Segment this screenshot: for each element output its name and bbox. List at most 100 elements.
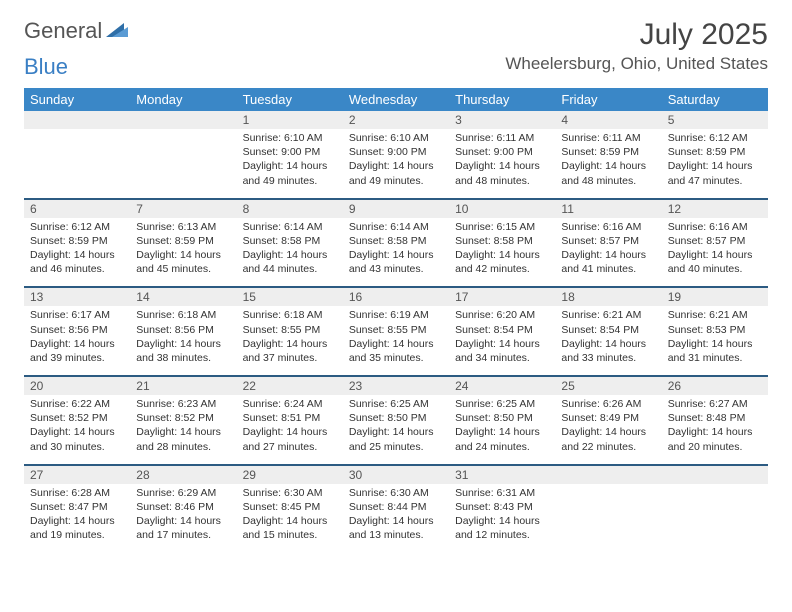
sunrise-line: Sunrise: 6:12 AM (30, 220, 124, 234)
daylight-line: Daylight: 14 hours and 24 minutes. (455, 425, 549, 453)
day-number (130, 111, 236, 129)
daylight-line: Daylight: 14 hours and 12 minutes. (455, 514, 549, 542)
sunrise-line: Sunrise: 6:12 AM (668, 131, 762, 145)
sunset-line: Sunset: 8:52 PM (136, 411, 230, 425)
title-block: July 2025 Wheelersburg, Ohio, United Sta… (505, 18, 768, 74)
sunset-line: Sunset: 8:58 PM (455, 234, 549, 248)
daylight-line: Daylight: 14 hours and 19 minutes. (30, 514, 124, 542)
calendar-cell: 19Sunrise: 6:21 AMSunset: 8:53 PMDayligh… (662, 287, 768, 376)
sunrise-line: Sunrise: 6:19 AM (349, 308, 443, 322)
sunrise-line: Sunrise: 6:11 AM (455, 131, 549, 145)
sunset-line: Sunset: 8:52 PM (30, 411, 124, 425)
brand-logo: General (24, 18, 130, 44)
sunset-line: Sunset: 8:53 PM (668, 323, 762, 337)
daylight-line: Daylight: 14 hours and 13 minutes. (349, 514, 443, 542)
daylight-line: Daylight: 14 hours and 46 minutes. (30, 248, 124, 276)
calendar-cell (555, 465, 661, 553)
sunset-line: Sunset: 8:54 PM (455, 323, 549, 337)
calendar-cell: 25Sunrise: 6:26 AMSunset: 8:49 PMDayligh… (555, 376, 661, 465)
calendar-cell: 21Sunrise: 6:23 AMSunset: 8:52 PMDayligh… (130, 376, 236, 465)
month-title: July 2025 (505, 18, 768, 52)
calendar-cell: 5Sunrise: 6:12 AMSunset: 8:59 PMDaylight… (662, 111, 768, 199)
sunrise-line: Sunrise: 6:18 AM (243, 308, 337, 322)
daylight-line: Daylight: 14 hours and 44 minutes. (243, 248, 337, 276)
day-number: 26 (662, 377, 768, 395)
sunset-line: Sunset: 8:47 PM (30, 500, 124, 514)
day-number: 16 (343, 288, 449, 306)
calendar-cell (130, 111, 236, 199)
day-header: Tuesday (237, 88, 343, 111)
day-number (662, 466, 768, 484)
day-detail: Sunrise: 6:24 AMSunset: 8:51 PMDaylight:… (237, 395, 343, 464)
day-detail: Sunrise: 6:13 AMSunset: 8:59 PMDaylight:… (130, 218, 236, 287)
calendar-cell: 10Sunrise: 6:15 AMSunset: 8:58 PMDayligh… (449, 199, 555, 288)
calendar-cell: 26Sunrise: 6:27 AMSunset: 8:48 PMDayligh… (662, 376, 768, 465)
daylight-line: Daylight: 14 hours and 48 minutes. (455, 159, 549, 187)
sunset-line: Sunset: 8:44 PM (349, 500, 443, 514)
sunset-line: Sunset: 8:45 PM (243, 500, 337, 514)
day-detail: Sunrise: 6:22 AMSunset: 8:52 PMDaylight:… (24, 395, 130, 464)
day-number: 19 (662, 288, 768, 306)
day-detail: Sunrise: 6:19 AMSunset: 8:55 PMDaylight:… (343, 306, 449, 375)
sunset-line: Sunset: 8:56 PM (30, 323, 124, 337)
day-number: 13 (24, 288, 130, 306)
day-detail: Sunrise: 6:27 AMSunset: 8:48 PMDaylight:… (662, 395, 768, 464)
day-detail (130, 129, 236, 191)
calendar-cell: 20Sunrise: 6:22 AMSunset: 8:52 PMDayligh… (24, 376, 130, 465)
day-number: 8 (237, 200, 343, 218)
sunrise-line: Sunrise: 6:27 AM (668, 397, 762, 411)
day-number: 10 (449, 200, 555, 218)
daylight-line: Daylight: 14 hours and 42 minutes. (455, 248, 549, 276)
sunset-line: Sunset: 8:57 PM (561, 234, 655, 248)
day-detail: Sunrise: 6:18 AMSunset: 8:55 PMDaylight:… (237, 306, 343, 375)
sunrise-line: Sunrise: 6:25 AM (349, 397, 443, 411)
daylight-line: Daylight: 14 hours and 47 minutes. (668, 159, 762, 187)
sunset-line: Sunset: 8:57 PM (668, 234, 762, 248)
sunset-line: Sunset: 8:50 PM (349, 411, 443, 425)
day-number: 5 (662, 111, 768, 129)
day-number: 24 (449, 377, 555, 395)
calendar-table: SundayMondayTuesdayWednesdayThursdayFrid… (24, 88, 768, 552)
day-detail (24, 129, 130, 191)
day-number: 27 (24, 466, 130, 484)
daylight-line: Daylight: 14 hours and 49 minutes. (349, 159, 443, 187)
day-detail: Sunrise: 6:21 AMSunset: 8:54 PMDaylight:… (555, 306, 661, 375)
day-detail: Sunrise: 6:30 AMSunset: 8:45 PMDaylight:… (237, 484, 343, 553)
sunrise-line: Sunrise: 6:28 AM (30, 486, 124, 500)
day-number: 4 (555, 111, 661, 129)
daylight-line: Daylight: 14 hours and 22 minutes. (561, 425, 655, 453)
calendar-cell: 11Sunrise: 6:16 AMSunset: 8:57 PMDayligh… (555, 199, 661, 288)
sunrise-line: Sunrise: 6:16 AM (561, 220, 655, 234)
day-detail: Sunrise: 6:16 AMSunset: 8:57 PMDaylight:… (555, 218, 661, 287)
calendar-cell: 30Sunrise: 6:30 AMSunset: 8:44 PMDayligh… (343, 465, 449, 553)
sunset-line: Sunset: 9:00 PM (455, 145, 549, 159)
day-detail: Sunrise: 6:26 AMSunset: 8:49 PMDaylight:… (555, 395, 661, 464)
calendar-cell: 14Sunrise: 6:18 AMSunset: 8:56 PMDayligh… (130, 287, 236, 376)
calendar-cell: 3 Sunrise: 6:11 AMSunset: 9:00 PMDaylight… (449, 111, 555, 199)
calendar-week-row: 6Sunrise: 6:12 AMSunset: 8:59 PMDaylight… (24, 199, 768, 288)
daylight-line: Daylight: 14 hours and 20 minutes. (668, 425, 762, 453)
day-number: 18 (555, 288, 661, 306)
calendar-week-row: 13Sunrise: 6:17 AMSunset: 8:56 PMDayligh… (24, 287, 768, 376)
sunrise-line: Sunrise: 6:14 AM (243, 220, 337, 234)
day-number: 11 (555, 200, 661, 218)
day-number: 6 (24, 200, 130, 218)
day-number: 9 (343, 200, 449, 218)
sunset-line: Sunset: 8:50 PM (455, 411, 549, 425)
daylight-line: Daylight: 14 hours and 27 minutes. (243, 425, 337, 453)
sunrise-line: Sunrise: 6:29 AM (136, 486, 230, 500)
sunset-line: Sunset: 9:00 PM (243, 145, 337, 159)
day-number: 2 (343, 111, 449, 129)
sunset-line: Sunset: 8:58 PM (243, 234, 337, 248)
calendar-cell: 6Sunrise: 6:12 AMSunset: 8:59 PMDaylight… (24, 199, 130, 288)
brand-triangle-icon (106, 21, 128, 42)
day-detail: Sunrise: 6:20 AMSunset: 8:54 PMDaylight:… (449, 306, 555, 375)
sunset-line: Sunset: 8:51 PM (243, 411, 337, 425)
calendar-cell: 27 Sunrise: 6:28 AMSunset: 8:47 PMDayligh… (24, 465, 130, 553)
calendar-cell: 15Sunrise: 6:18 AMSunset: 8:55 PMDayligh… (237, 287, 343, 376)
calendar-cell: 18Sunrise: 6:21 AMSunset: 8:54 PMDayligh… (555, 287, 661, 376)
day-number: 3 (449, 111, 555, 129)
daylight-line: Daylight: 14 hours and 17 minutes. (136, 514, 230, 542)
sunset-line: Sunset: 8:43 PM (455, 500, 549, 514)
sunrise-line: Sunrise: 6:21 AM (561, 308, 655, 322)
